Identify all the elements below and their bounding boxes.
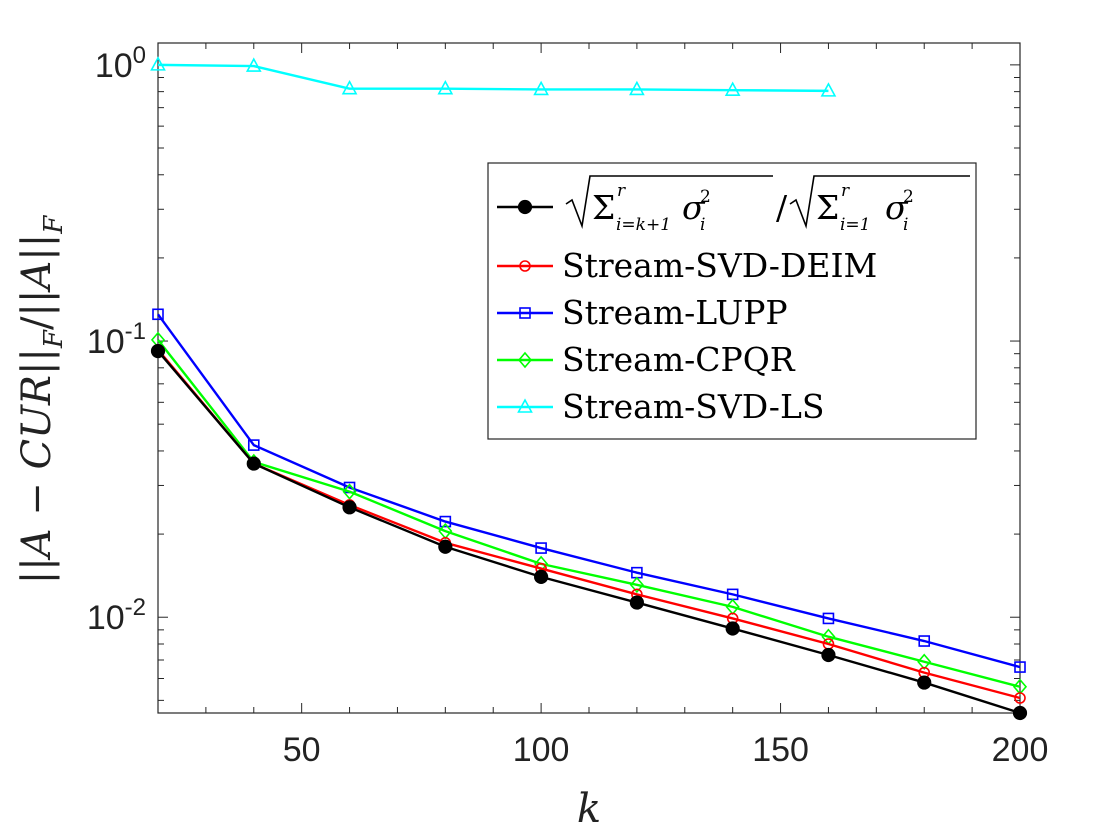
data-point xyxy=(917,675,932,690)
x-axis-label: k xyxy=(577,786,601,832)
series-line xyxy=(157,63,829,93)
sqrt-sign xyxy=(789,175,970,230)
series-line xyxy=(157,350,1021,715)
legend-label: Stream-SVD-LS xyxy=(562,387,824,426)
legend-entry: Stream-SVD-LS xyxy=(497,387,824,426)
data-point xyxy=(437,79,454,95)
data-point xyxy=(246,456,261,471)
axis-labels: k ||A − CUR||F/||A||F xyxy=(14,215,601,832)
x-tick-label: 200 xyxy=(992,731,1049,769)
data-point xyxy=(629,80,645,96)
data-point xyxy=(917,653,932,670)
data-point xyxy=(822,612,835,625)
x-tick-label: 100 xyxy=(513,731,570,769)
sigma-sum: Σ xyxy=(592,188,615,227)
legend-label: Stream-LUPP xyxy=(562,293,788,332)
series-stream-svd-ls xyxy=(150,56,837,97)
legend-swatch-marker xyxy=(517,398,533,413)
legend-label: Stream-SVD-DEIM xyxy=(562,246,877,285)
y-tick-label: 10-2 xyxy=(87,594,146,637)
data-point xyxy=(245,57,262,72)
sigma-term: σ xyxy=(885,188,909,227)
data-point xyxy=(342,483,357,500)
data-point xyxy=(535,542,547,554)
sum-upper: r xyxy=(841,181,850,201)
data-point xyxy=(821,647,836,663)
data-point xyxy=(918,635,931,647)
data-point xyxy=(150,343,166,359)
series-line xyxy=(157,339,1021,688)
axes: 50 100 150 200 10-2 10-1 100 xyxy=(87,42,1049,769)
legend-box xyxy=(487,162,977,440)
sigma-term: σ xyxy=(682,188,706,227)
data-point xyxy=(438,539,453,554)
data-point xyxy=(341,79,358,95)
sigma-sub: i xyxy=(700,215,705,235)
sum-lower: i=k+1 xyxy=(616,215,671,235)
legend-entry: Stream-CPQR xyxy=(497,340,796,379)
data-point xyxy=(150,56,166,71)
data-point xyxy=(1014,692,1026,704)
y-axis-label: ||A − CUR||F/||A||F xyxy=(14,215,69,585)
sqrt-sign xyxy=(565,175,773,230)
data-point xyxy=(629,595,644,610)
data-point xyxy=(152,308,164,321)
data-point xyxy=(534,569,549,584)
sigma-sub: i xyxy=(903,215,908,235)
data-point xyxy=(629,576,644,594)
x-tick-label: 150 xyxy=(752,731,809,769)
legend-swatch-marker xyxy=(517,199,533,215)
legend-entry: Stream-SVD-DEIM xyxy=(497,246,877,285)
data-point xyxy=(725,621,740,636)
legend-swatch-marker xyxy=(519,307,531,319)
legend-label: Stream-CPQR xyxy=(562,340,796,379)
sum-upper: r xyxy=(617,181,626,201)
y-tick-label: 10-1 xyxy=(87,318,146,361)
sum-lower: i=1 xyxy=(840,215,871,235)
svg-text:||A − CUR||F/||A||F: ||A − CUR||F/||A||F xyxy=(14,215,69,585)
legend-swatch-marker xyxy=(517,351,533,369)
y-tick-label: 100 xyxy=(95,42,146,85)
data-point xyxy=(342,500,357,515)
data-point xyxy=(820,82,837,97)
data-point xyxy=(1014,661,1026,673)
sigma-sup: 2 xyxy=(700,187,711,207)
legend-swatch-marker xyxy=(519,260,531,272)
data-point xyxy=(247,439,260,451)
data-point xyxy=(724,81,741,96)
series-stream-cpqr xyxy=(150,331,1028,695)
data-point xyxy=(439,515,452,528)
x-tick-label: 50 xyxy=(283,731,321,769)
legend-entry: Stream-LUPP xyxy=(497,293,788,332)
data-point xyxy=(1012,705,1028,721)
fraction-slash: / xyxy=(776,188,788,227)
sigma-sum: Σ xyxy=(816,188,839,227)
data-point xyxy=(533,80,549,96)
series-svd-bound xyxy=(150,343,1028,721)
plot-series xyxy=(150,56,1028,721)
sigma-sup: 2 xyxy=(903,187,914,207)
series-line xyxy=(157,313,1021,669)
